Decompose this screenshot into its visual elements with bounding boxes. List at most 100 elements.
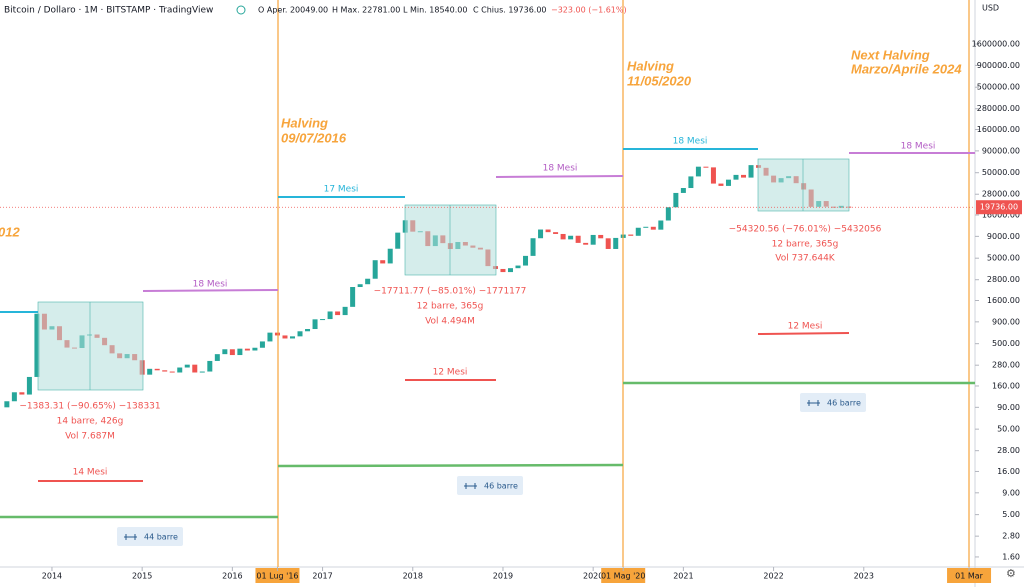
candle-body [184,364,190,368]
candle-body [259,341,265,348]
y-tick-label: 90.00 [997,403,1020,412]
annotation: 09/07/2016 [281,130,347,145]
candle-body [177,367,183,373]
bar-count: 44 barre [144,533,178,542]
y-tick-label: 2800.00 [987,275,1020,284]
candle-body [583,242,589,245]
candle-body [688,176,694,189]
duration-label: 12 Mesi [788,322,823,332]
candle-body [545,229,551,233]
y-tick-label: 500.00 [992,339,1020,348]
duration-label: 18 Mesi [673,137,708,147]
candle-body [244,348,250,351]
y-tick-label: 2.80 [1002,532,1020,541]
ohlc-open: O Aper. 20049.00 [258,6,328,15]
x-tick-label: 01 Mar [955,572,984,581]
x-tick-label: 2019 [493,572,513,581]
y-tick-label: 1600.00 [987,296,1020,305]
candle-body [237,348,243,356]
status-dot [236,5,246,15]
measure-text: Vol 4.494M [425,317,475,327]
candle-body [598,234,604,239]
candle-body [342,306,348,316]
candle-body [643,226,649,228]
ohlc-low: L Min. 18540.00 [403,6,467,15]
y-tick-label: 9.00 [1002,488,1020,497]
ohlc-close: C Chius. 19736.00 [473,6,547,15]
candle-body [658,220,664,230]
x-tick-highlight [255,568,300,583]
x-tick-label: 2022 [763,572,783,581]
range-box [404,204,497,276]
bar-count-badge [457,476,523,495]
range-box [757,158,850,212]
measure-text: Vol 737.644K [775,254,836,264]
bar-count: 46 barre [484,482,518,491]
x-tick-label: 2017 [312,572,332,581]
candle-body [335,311,341,316]
candle-body [229,349,235,356]
currency: USD [982,4,999,13]
y-tick-label: 280000.00 [977,104,1020,113]
y-tick-label: 5.00 [1002,510,1020,519]
candle-body [199,371,205,373]
candle-body [673,192,679,208]
annotation: 11/05/2020 [627,73,692,88]
annotation: Next Halving [851,47,930,62]
candle-body [741,174,747,178]
candle-body [560,233,566,240]
x-tick-label: 2020 [583,572,603,581]
candle-body [507,268,513,273]
candle-body [703,166,709,168]
measure-text: −17711.77 (−85.01%) −1771177 [374,287,527,297]
candle-body [372,260,378,279]
candle-body [680,188,686,193]
candle-body [267,332,273,342]
candle-body [575,235,581,243]
annotation: Halving [627,58,674,73]
candle-body [538,229,544,239]
candle-body [320,319,326,321]
bar-count-icon [464,483,477,489]
candle-body [523,255,529,266]
x-tick-highlight [601,568,646,583]
candle-body [500,268,506,273]
y-tick-label: 1600000.00 [972,40,1020,49]
y-tick-label: 900.00 [992,317,1020,326]
y-tick-label: 500000.00 [977,83,1020,92]
candle-body [718,183,724,186]
y-tick-label: 50000.00 [982,168,1020,177]
y-tick-label: 5000.00 [987,254,1020,263]
candle-body [312,319,318,330]
bar-count-badge [800,393,866,412]
candle-body [710,167,716,184]
candle-body [605,238,611,249]
duration-label: 18 Mesi [193,280,228,290]
candle-body [192,364,198,373]
duration-line [142,289,279,292]
x-tick-label: 01 Lug '16 [256,572,298,581]
x-tick-label: 2023 [854,572,874,581]
bar-count-icon [124,534,137,540]
y-tick-label: 50.00 [997,425,1020,434]
duration-label: 12 Mesi [433,368,468,378]
settings-icon[interactable]: ⚙ [1006,567,1016,580]
candle-body [289,336,295,339]
bar-count-badge [117,527,183,546]
x-tick-label: 01 Mag '20 [601,572,646,581]
y-tick-label: 900000.00 [977,61,1020,70]
duration-label: 18 Mesi [543,164,578,174]
candle-body [162,370,168,372]
measure-text: 14 barre, 426g [57,417,124,427]
candle-body [365,278,371,285]
duration-label: 17 Mesi [324,185,359,195]
x-tick-label: 2014 [42,572,62,581]
candle-body [169,371,175,373]
candle-body [357,284,363,288]
candle-body [252,347,258,351]
annotation: Halving [281,115,328,130]
duration-label: 14 Mesi [73,468,108,478]
candle-body [19,392,25,395]
candle-body [207,360,213,372]
